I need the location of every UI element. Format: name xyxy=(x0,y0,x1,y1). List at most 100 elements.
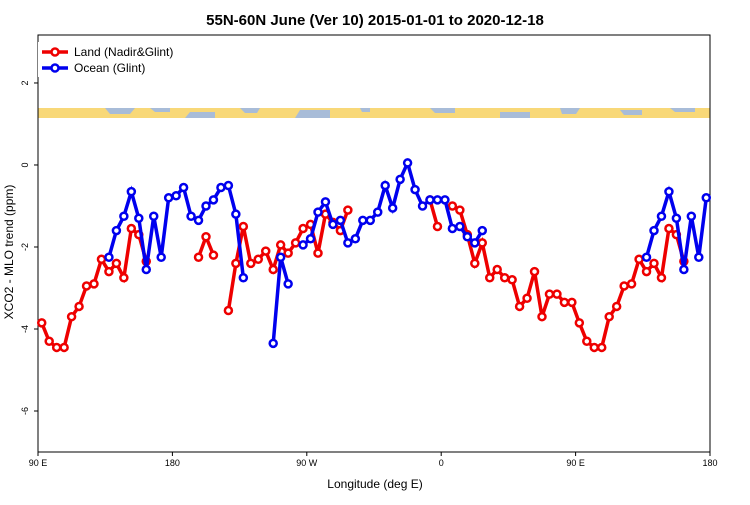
data-point xyxy=(484,272,495,283)
y-tick-label: -2 xyxy=(20,243,30,251)
x-tick-label: 180 xyxy=(165,458,180,468)
data-point xyxy=(74,301,84,312)
data-point xyxy=(104,252,114,262)
data-point xyxy=(201,201,211,211)
data-point xyxy=(231,209,241,219)
data-point xyxy=(656,272,667,283)
data-point xyxy=(126,223,137,234)
data-point xyxy=(694,252,704,262)
data-point xyxy=(447,223,458,234)
data-point xyxy=(395,174,405,185)
legend: Land (Nadir&Glint) Ocean (Glint) xyxy=(38,42,183,77)
data-point xyxy=(462,231,473,242)
data-point xyxy=(44,336,54,347)
data-point xyxy=(537,311,547,322)
data-point xyxy=(89,279,99,289)
data-point xyxy=(283,248,293,258)
data-point xyxy=(216,182,226,193)
map-strip xyxy=(38,108,710,118)
legend-label: Land (Nadir&Glint) xyxy=(74,45,173,59)
data-point xyxy=(477,225,488,236)
legend-label: Ocean (Glint) xyxy=(74,61,145,75)
data-point xyxy=(641,252,652,262)
data-point xyxy=(275,240,286,250)
data-point xyxy=(119,272,129,283)
data-point xyxy=(664,223,674,234)
x-tick-label: 0 xyxy=(439,458,444,468)
data-point xyxy=(231,258,241,269)
data-point xyxy=(432,195,443,205)
data-point xyxy=(507,275,517,285)
data-point xyxy=(365,215,376,226)
data-point xyxy=(701,193,712,203)
data-point xyxy=(246,258,256,269)
data-point xyxy=(350,234,361,244)
data-point xyxy=(290,238,301,248)
data-point xyxy=(425,195,435,205)
data-point xyxy=(313,248,323,258)
data-point xyxy=(59,342,69,353)
data-point xyxy=(432,221,443,232)
data-point xyxy=(522,293,532,303)
data-point xyxy=(552,289,562,299)
data-point xyxy=(664,186,674,197)
data-point xyxy=(372,207,383,217)
data-point xyxy=(193,252,204,262)
data-point xyxy=(66,311,77,322)
data-point xyxy=(208,250,219,260)
data-point xyxy=(298,240,308,250)
data-point xyxy=(268,338,278,349)
data-point xyxy=(656,211,667,221)
data-point xyxy=(238,221,249,232)
data-point xyxy=(410,184,420,195)
y-axis-label: XCO2 - MLO trend (ppm) xyxy=(2,185,16,320)
data-point xyxy=(582,336,592,347)
x-tick-label: 90 E xyxy=(566,458,585,468)
y-tick-label: -6 xyxy=(20,407,30,415)
x-tick-label: 90 E xyxy=(29,458,48,468)
data-point xyxy=(268,264,278,275)
data-point xyxy=(455,221,465,232)
data-point xyxy=(223,180,234,191)
data-point xyxy=(611,301,622,312)
data-point xyxy=(499,272,510,283)
data-point xyxy=(440,195,450,205)
data-point xyxy=(126,186,137,197)
data-point xyxy=(104,266,114,277)
data-point xyxy=(305,234,316,244)
data-point xyxy=(387,203,398,213)
data-point xyxy=(529,266,540,277)
data-point xyxy=(671,213,682,224)
chart-title: 55N-60N June (Ver 10) 2015-01-01 to 2020… xyxy=(206,12,544,29)
y-tick-label: 2 xyxy=(20,80,30,85)
data-point xyxy=(641,266,652,277)
data-point xyxy=(186,211,196,221)
data-point xyxy=(358,215,368,226)
data-point xyxy=(193,215,204,226)
x-axis-label: Longitude (deg E) xyxy=(327,477,422,491)
data-point xyxy=(208,195,219,205)
data-point xyxy=(626,279,637,289)
data-point xyxy=(589,342,600,353)
data-point xyxy=(141,264,152,275)
data-point xyxy=(313,207,323,217)
data-point xyxy=(455,205,465,215)
data-point xyxy=(275,252,286,262)
data-point xyxy=(320,197,331,207)
data-point xyxy=(492,264,502,275)
data-point xyxy=(119,211,129,221)
data-point xyxy=(156,252,166,262)
data-point xyxy=(567,297,577,308)
plot-frame xyxy=(37,34,711,453)
data-point xyxy=(559,297,570,308)
data-point xyxy=(51,342,62,353)
x-tick-label: 90 W xyxy=(296,458,318,468)
data-point xyxy=(417,201,428,211)
legend-marker xyxy=(50,47,60,57)
data-point xyxy=(679,264,689,275)
data-point xyxy=(649,225,659,236)
data-point xyxy=(544,289,555,299)
data-point xyxy=(477,238,488,248)
data-point xyxy=(604,311,614,322)
legend-box xyxy=(38,42,183,77)
